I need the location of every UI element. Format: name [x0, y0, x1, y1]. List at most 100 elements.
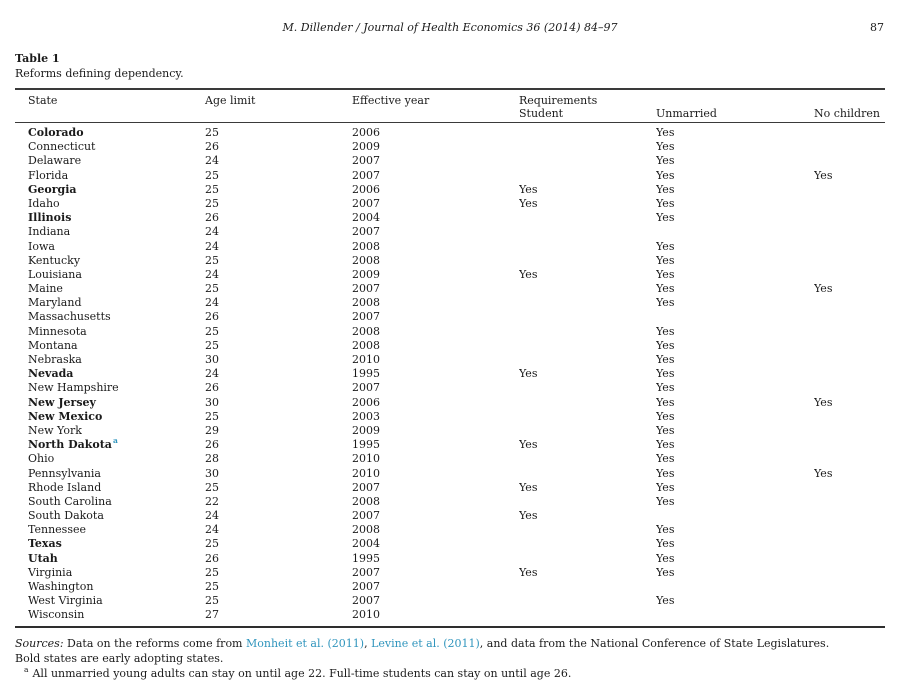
cell-requirement-student: [519, 353, 656, 367]
cell-requirement-student: Yes: [519, 367, 538, 381]
cell-requirement-student: Yes: [519, 196, 538, 210]
cell-requirement-student: [519, 495, 656, 509]
cell-requirement-student: [519, 410, 656, 424]
cell-no-children: [814, 140, 885, 154]
cell-unmarried: Yes: [656, 523, 675, 537]
reforms-table: State Age limit Effective year Requireme…: [15, 88, 885, 628]
sources-label: Sources:: [15, 637, 64, 650]
cell-effective-year: 2007: [352, 154, 380, 168]
table-row: Washington 25 2007: [15, 580, 885, 594]
cell-no-children: [814, 183, 885, 197]
cell-state: Florida: [28, 168, 69, 182]
citation-link-levine[interactable]: Levine et al. (2011): [371, 637, 480, 650]
cell-unmarried: [656, 580, 814, 594]
cell-age-limit: 25: [205, 126, 219, 139]
citation-link-monheit[interactable]: Monheit et al. (2011): [246, 637, 365, 650]
cell-requirement-student: [519, 169, 656, 183]
cell-state: Wisconsin: [28, 608, 85, 622]
footnote-marker-link[interactable]: a: [112, 438, 118, 446]
cell-no-children: [814, 353, 885, 367]
table-row: Ohio 28 2010 Yes: [15, 452, 885, 466]
cell-age-limit: 30: [205, 353, 219, 366]
cell-unmarried: Yes: [656, 253, 675, 267]
cell-state: Nevada: [28, 367, 74, 381]
cell-requirement-student: [519, 154, 656, 168]
sources-text-pre: Data on the reforms come from: [63, 637, 246, 650]
cell-age-limit: 22: [205, 494, 219, 508]
cell-requirement-student: Yes: [519, 438, 538, 452]
cell-effective-year: 2008: [352, 494, 380, 508]
cell-requirement-student: [519, 325, 656, 339]
cell-effective-year: 2007: [352, 168, 380, 182]
table-notes: Sources: Data on the reforms come from M…: [15, 636, 885, 681]
table-row: Massachusetts 26 2007: [15, 310, 885, 324]
cell-no-children: [814, 566, 885, 580]
cell-effective-year: 1995: [352, 367, 380, 381]
cell-state: Kentucky: [28, 253, 81, 267]
cell-no-children: [814, 296, 885, 310]
cell-state: New Hampshire: [28, 381, 119, 395]
cell-requirement-student: [519, 537, 656, 551]
cell-age-limit: 28: [205, 452, 219, 466]
cell-unmarried: Yes: [656, 267, 675, 281]
cell-requirement-student: [519, 552, 656, 566]
cell-no-children: Yes: [814, 168, 833, 182]
column-header-requirements: Requirements: [519, 94, 598, 107]
table-row: Pennsylvania 30 2010 Yes Yes: [15, 467, 885, 481]
cell-unmarried: Yes: [656, 196, 675, 210]
cell-state: Texas: [28, 537, 62, 551]
cell-no-children: [814, 211, 885, 225]
cell-effective-year: 2007: [352, 580, 380, 593]
table-row: Illinois 26 2004 Yes: [15, 211, 885, 225]
column-header-unmarried: Unmarried: [656, 107, 717, 120]
table-row: Colorado 25 2006 Yes: [15, 126, 885, 140]
cell-requirement-student: [519, 225, 656, 239]
cell-age-limit: 24: [205, 267, 219, 281]
cell-requirement-student: [519, 608, 656, 622]
cell-age-limit: 24: [205, 154, 219, 168]
cell-age-limit: 24: [205, 509, 219, 523]
cell-no-children: Yes: [814, 466, 833, 480]
cell-unmarried: Yes: [656, 551, 675, 565]
table-row: Montana 25 2008 Yes: [15, 339, 885, 353]
cell-age-limit: 25: [205, 182, 219, 196]
cell-unmarried: Yes: [656, 168, 675, 182]
cell-no-children: [814, 594, 885, 608]
cell-state: South Carolina: [28, 494, 112, 508]
cell-no-children: [814, 537, 885, 551]
cell-effective-year: 2003: [352, 409, 380, 423]
cell-age-limit: 24: [205, 239, 219, 253]
cell-unmarried: [656, 310, 814, 324]
cell-unmarried: Yes: [656, 182, 675, 196]
cell-unmarried: Yes: [656, 324, 675, 338]
cell-age-limit: 26: [205, 140, 219, 154]
column-header-student: Student: [519, 107, 564, 120]
cell-effective-year: 2010: [352, 452, 380, 466]
cell-effective-year: 2007: [352, 565, 380, 579]
table-row: Virginia 25 2007 Yes Yes: [15, 566, 885, 580]
cell-no-children: [814, 552, 885, 566]
cell-requirement-student: [519, 339, 656, 353]
cell-state: Illinois: [28, 211, 72, 225]
cell-state: Tennessee: [28, 523, 86, 537]
cell-unmarried: Yes: [656, 594, 675, 608]
cell-effective-year: 2004: [352, 211, 380, 225]
cell-state: North Dakotaa: [28, 438, 118, 452]
cell-effective-year: 2006: [352, 182, 380, 196]
cell-effective-year: 2008: [352, 338, 380, 352]
table-row: New Jersey 30 2006 Yes Yes: [15, 396, 885, 410]
cell-effective-year: 2008: [352, 324, 380, 338]
cell-age-limit: 25: [205, 409, 219, 423]
cell-age-limit: 26: [205, 438, 219, 452]
bold-states-note: Bold states are early adopting states.: [15, 652, 224, 665]
cell-unmarried: [656, 509, 814, 523]
cell-no-children: [814, 240, 885, 254]
cell-unmarried: Yes: [656, 565, 675, 579]
cell-requirement-student: Yes: [519, 182, 538, 196]
table-row: Minnesota 25 2008 Yes: [15, 325, 885, 339]
cell-requirement-student: [519, 296, 656, 310]
running-head: M. Dillender / Journal of Health Economi…: [282, 21, 618, 34]
cell-age-limit: 30: [205, 466, 219, 480]
cell-age-limit: 25: [205, 196, 219, 210]
column-header-age-limit: Age limit: [205, 94, 256, 107]
